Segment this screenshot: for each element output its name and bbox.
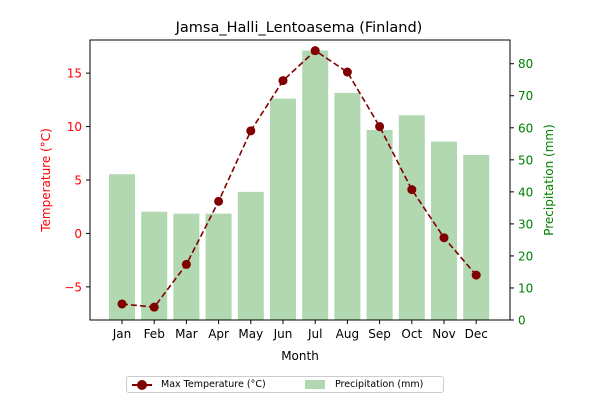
precipitation-bar (109, 174, 135, 320)
chart-title: Jamsa_Halli_Lentoasema (Finland) (175, 20, 423, 36)
temperature-point (375, 122, 385, 132)
temperature-axis: −5 0 5 10 15 (64, 67, 90, 294)
precipitation-tick-label: 20 (518, 249, 533, 263)
legend: Max Temperature (°C) Precipitation (mm) (126, 376, 444, 393)
x-tick-label: Mar (175, 327, 198, 341)
precipitation-tick-label: 40 (518, 185, 533, 199)
legend-label-temperature: Max Temperature (°C) (161, 379, 266, 390)
x-tick-label: Aug (336, 327, 359, 341)
temperature-point (310, 46, 320, 56)
temperature-point (342, 67, 352, 77)
temperature-point (246, 126, 256, 136)
x-tick-label: Jan (112, 327, 132, 341)
legend-marker-swatch (137, 380, 147, 390)
temperature-point (407, 185, 417, 195)
precipitation-tick-label: 0 (518, 314, 526, 328)
precipitation-bar (463, 155, 490, 320)
temperature-tick-label: 10 (67, 120, 82, 134)
x-tick-label: Nov (432, 327, 455, 341)
temperature-point (471, 270, 481, 280)
temperature-line-layer (117, 46, 481, 312)
precipitation-tick-label: 80 (518, 57, 533, 71)
precipitation-bar (398, 115, 425, 320)
precipitation-bar (366, 130, 393, 320)
temperature-tick-label: 5 (74, 174, 82, 188)
precipitation-tick-label: 30 (518, 217, 533, 231)
precipitation-bar (431, 141, 457, 320)
precipitation-tick-label: 10 (518, 281, 533, 295)
temperature-point (214, 196, 224, 206)
precipitation-tick-label: 60 (518, 121, 533, 135)
precipitation-bars (109, 50, 490, 320)
x-tick-label: Jun (273, 327, 293, 341)
x-tick-label: Dec (465, 327, 488, 341)
precipitation-axis-label: Precipitation (mm) (542, 124, 556, 236)
temperature-point (149, 302, 159, 312)
precipitation-tick-label: 50 (518, 153, 533, 167)
temperature-tick-label: −5 (64, 280, 82, 294)
x-tick-label: Apr (208, 327, 229, 341)
precipitation-tick-label: 70 (518, 89, 533, 103)
temperature-axis-label: Temperature (°C) (39, 128, 53, 233)
x-axis-label: Month (281, 349, 319, 363)
precipitation-bar (237, 191, 264, 320)
legend-bar-swatch (305, 380, 325, 389)
legend-label-precipitation: Precipitation (mm) (335, 379, 424, 390)
x-tick-label: Jul (307, 327, 322, 341)
x-axis: Jan Feb Mar Apr May Jun Jul Aug Sep Oct Nov Dec (112, 320, 488, 341)
temperature-point (278, 76, 288, 86)
precipitation-bar (141, 211, 168, 320)
temperature-point (117, 299, 127, 309)
precipitation-bar (334, 92, 361, 320)
precipitation-bar (205, 213, 232, 320)
temperature-tick-label: 0 (74, 227, 82, 241)
precipitation-axis: 0 10 20 30 40 50 60 70 80 (510, 57, 533, 328)
x-tick-label: Feb (144, 327, 165, 341)
temperature-point (439, 233, 449, 243)
temperature-line (121, 49, 477, 309)
precipitation-bar (302, 50, 329, 320)
temperature-point (181, 259, 191, 269)
x-tick-label: May (238, 327, 263, 341)
precipitation-bar (270, 98, 296, 320)
x-tick-label: Oct (401, 327, 422, 341)
temperature-tick-label: 15 (67, 67, 82, 81)
x-tick-label: Sep (368, 327, 391, 341)
